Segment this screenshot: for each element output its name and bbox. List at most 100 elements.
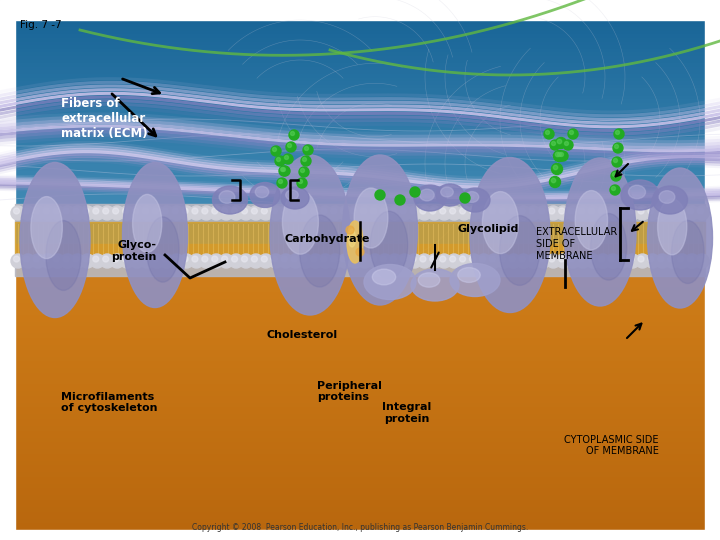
Circle shape bbox=[428, 206, 441, 220]
Circle shape bbox=[509, 208, 515, 214]
Bar bbox=[0, 122, 720, 126]
Bar bbox=[0, 400, 720, 402]
Bar bbox=[0, 476, 720, 478]
Circle shape bbox=[261, 208, 267, 214]
Circle shape bbox=[299, 179, 302, 184]
Bar bbox=[0, 412, 720, 414]
Bar bbox=[0, 87, 720, 88]
Circle shape bbox=[212, 256, 217, 262]
Circle shape bbox=[460, 193, 470, 203]
Bar bbox=[0, 388, 720, 390]
Text: Glyco-
protein: Glyco- protein bbox=[112, 240, 157, 262]
Bar bbox=[0, 376, 720, 378]
Bar bbox=[0, 76, 720, 77]
Bar bbox=[0, 470, 720, 472]
Bar bbox=[0, 163, 720, 164]
Circle shape bbox=[348, 206, 362, 220]
Bar bbox=[0, 37, 720, 38]
Circle shape bbox=[636, 254, 649, 268]
Circle shape bbox=[552, 178, 556, 183]
Bar bbox=[0, 114, 720, 119]
Circle shape bbox=[286, 142, 296, 152]
Bar bbox=[0, 395, 720, 397]
Circle shape bbox=[229, 206, 243, 220]
Circle shape bbox=[170, 254, 184, 268]
Circle shape bbox=[222, 208, 228, 214]
Bar bbox=[0, 14, 720, 15]
Circle shape bbox=[598, 256, 604, 262]
Bar bbox=[0, 169, 720, 170]
Circle shape bbox=[380, 208, 387, 214]
Bar bbox=[0, 262, 720, 264]
Bar bbox=[0, 115, 720, 116]
Circle shape bbox=[140, 254, 154, 268]
Bar bbox=[0, 339, 720, 341]
Circle shape bbox=[477, 254, 491, 268]
Bar bbox=[0, 417, 720, 419]
Bar bbox=[0, 432, 720, 434]
Circle shape bbox=[53, 256, 59, 262]
Bar bbox=[0, 537, 720, 539]
Circle shape bbox=[628, 256, 634, 262]
Bar bbox=[0, 276, 720, 281]
Bar bbox=[0, 168, 720, 169]
Circle shape bbox=[43, 208, 49, 214]
Bar bbox=[0, 526, 720, 528]
Circle shape bbox=[100, 254, 114, 268]
Bar bbox=[0, 77, 720, 78]
Bar bbox=[0, 73, 720, 74]
Circle shape bbox=[430, 256, 436, 262]
Bar bbox=[0, 255, 720, 257]
Circle shape bbox=[11, 254, 25, 268]
Circle shape bbox=[487, 206, 501, 220]
Bar bbox=[0, 144, 720, 145]
Ellipse shape bbox=[441, 187, 454, 197]
Bar bbox=[0, 508, 720, 510]
Circle shape bbox=[611, 171, 621, 181]
Circle shape bbox=[275, 156, 285, 166]
Circle shape bbox=[579, 208, 585, 214]
Circle shape bbox=[338, 254, 352, 268]
Bar bbox=[0, 237, 720, 241]
Circle shape bbox=[219, 206, 233, 220]
Bar bbox=[0, 428, 720, 430]
Bar bbox=[0, 5, 720, 6]
Circle shape bbox=[378, 254, 392, 268]
Bar bbox=[0, 415, 720, 417]
Bar bbox=[15, 222, 705, 260]
Circle shape bbox=[549, 177, 560, 187]
Bar bbox=[0, 158, 720, 159]
Bar bbox=[0, 165, 720, 166]
Bar bbox=[0, 247, 720, 249]
Bar bbox=[0, 230, 720, 234]
Bar bbox=[0, 493, 720, 495]
Bar bbox=[0, 161, 720, 162]
Bar bbox=[0, 318, 720, 320]
Bar bbox=[0, 323, 720, 328]
Bar bbox=[0, 252, 720, 254]
Circle shape bbox=[613, 172, 616, 177]
Circle shape bbox=[556, 138, 567, 148]
Bar bbox=[0, 85, 720, 86]
Bar bbox=[0, 435, 720, 437]
Bar bbox=[0, 519, 720, 521]
Circle shape bbox=[586, 254, 600, 268]
Ellipse shape bbox=[450, 264, 500, 296]
Ellipse shape bbox=[219, 191, 235, 203]
Bar bbox=[0, 126, 720, 127]
Bar bbox=[0, 14, 720, 18]
Circle shape bbox=[626, 206, 639, 220]
Bar bbox=[0, 278, 720, 280]
Circle shape bbox=[232, 208, 238, 214]
Bar bbox=[0, 135, 720, 136]
Bar bbox=[0, 367, 720, 369]
Bar bbox=[0, 263, 720, 265]
Circle shape bbox=[370, 208, 377, 214]
Bar bbox=[0, 462, 720, 464]
Bar bbox=[0, 13, 720, 14]
Circle shape bbox=[368, 206, 382, 220]
Bar bbox=[0, 172, 720, 177]
Bar bbox=[0, 286, 720, 288]
Circle shape bbox=[596, 206, 610, 220]
Bar bbox=[0, 248, 720, 250]
